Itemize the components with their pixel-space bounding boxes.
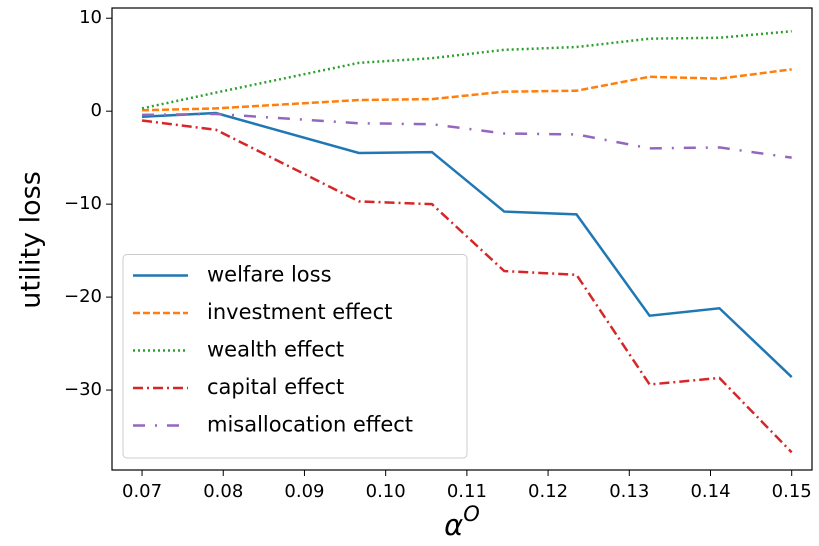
legend-label: investment effect — [207, 300, 392, 324]
x-tick-label: 0.10 — [366, 481, 406, 502]
series-line — [142, 112, 792, 159]
series-line — [142, 68, 792, 112]
x-axis-label-base: α — [444, 508, 463, 542]
legend-label: wealth effect — [207, 338, 344, 362]
y-tick-label: 10 — [79, 7, 102, 28]
x-tick-label: 0.14 — [690, 481, 730, 502]
series-line — [141, 119, 793, 454]
x-tick-label: 0.13 — [609, 481, 649, 502]
x-tick-label: 0.12 — [528, 481, 568, 502]
x-tick-label: 0.15 — [772, 481, 812, 502]
y-axis-label: utility loss — [16, 171, 47, 309]
x-tick-label: 0.07 — [122, 481, 162, 502]
y-tick-label: 0 — [91, 100, 102, 121]
x-tick-label: 0.09 — [284, 481, 324, 502]
series-line — [141, 29, 792, 110]
y-tick-label: −10 — [64, 193, 102, 214]
x-tick-label: 0.08 — [203, 481, 243, 502]
y-tick-label: −20 — [64, 286, 102, 307]
x-tick-label: 0.11 — [447, 481, 487, 502]
series-line — [141, 111, 793, 378]
legend-label: misallocation effect — [207, 413, 413, 437]
y-tick-label: −30 — [64, 379, 102, 400]
plot-frame — [111, 7, 813, 471]
legend-label: capital effect — [207, 375, 344, 399]
legend-box — [122, 254, 468, 459]
x-axis-label-sup: O — [463, 502, 480, 526]
legend-label: welfare loss — [207, 263, 332, 287]
x-axis-label: αO — [444, 502, 480, 542]
